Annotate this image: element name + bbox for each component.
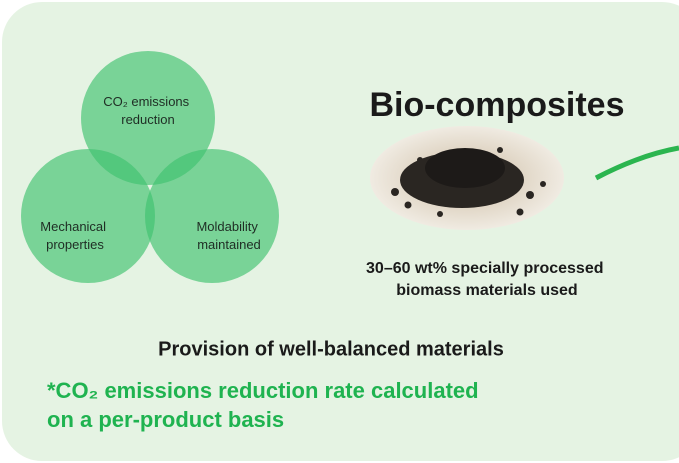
pellet-photo bbox=[370, 126, 564, 230]
infographic: CO₂ emissions reduction Mechanical prope… bbox=[0, 0, 679, 463]
text-line: maintained bbox=[197, 237, 261, 252]
venn-circle bbox=[21, 149, 155, 283]
text-line: properties bbox=[46, 237, 104, 252]
text-line: *CO₂ emissions reduction rate calculated bbox=[47, 378, 479, 403]
text-line: reduction bbox=[121, 112, 174, 127]
summary: Provision of well-balanced materials bbox=[158, 338, 504, 360]
text-line: biomass materials used bbox=[396, 282, 577, 299]
venn-circle bbox=[145, 149, 279, 283]
product-title: Bio-composites bbox=[369, 86, 624, 124]
text-line: on a per-product basis bbox=[47, 407, 284, 432]
text-line: Moldability bbox=[196, 219, 258, 234]
text-line: Mechanical bbox=[40, 219, 106, 234]
text-line: CO₂ emissions bbox=[103, 94, 189, 109]
text-line: 30–60 wt% specially processed bbox=[366, 260, 603, 277]
